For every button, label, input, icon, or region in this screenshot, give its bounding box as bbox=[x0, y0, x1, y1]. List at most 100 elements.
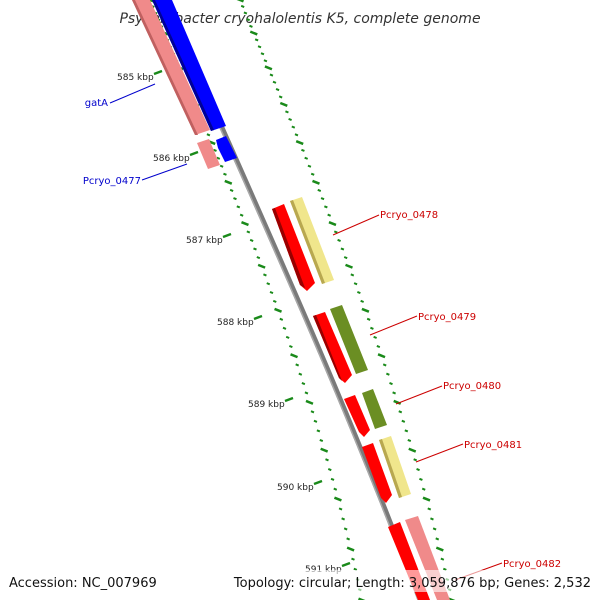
minor-tick bbox=[253, 247, 257, 251]
minor-tick bbox=[357, 291, 361, 295]
kbp-major-tick bbox=[222, 232, 232, 239]
minor-tick bbox=[263, 59, 268, 63]
kbp-major-tick bbox=[189, 150, 199, 157]
cds-Pcryo_0481-yellow-shadow bbox=[379, 439, 402, 498]
minor-tick bbox=[233, 197, 237, 201]
minor-tick bbox=[282, 326, 287, 330]
minor-tick bbox=[337, 238, 341, 242]
major-tick bbox=[295, 140, 304, 146]
minor-tick bbox=[316, 429, 321, 433]
minor-tick bbox=[246, 18, 251, 22]
minor-tick bbox=[442, 567, 447, 571]
cds-gatA-blue[interactable] bbox=[152, 0, 226, 131]
gene-label-Pcryo_0480[interactable]: Pcryo_0480 bbox=[395, 381, 501, 405]
minor-tick bbox=[294, 133, 299, 137]
minor-tick bbox=[407, 438, 412, 443]
minor-tick bbox=[343, 256, 348, 260]
minor-tick bbox=[325, 458, 329, 462]
minor-tick bbox=[401, 419, 406, 423]
minor-tick bbox=[385, 372, 390, 376]
kbp-major-tick bbox=[313, 479, 323, 486]
minor-tick bbox=[216, 156, 221, 160]
minor-tick bbox=[285, 110, 289, 114]
minor-tick bbox=[382, 363, 387, 367]
feature-Pcryo_0479[interactable] bbox=[313, 305, 368, 383]
minor-tick bbox=[341, 517, 346, 521]
minor-tick bbox=[338, 507, 343, 511]
major-tick bbox=[257, 263, 266, 269]
gene-label-Pcryo_0479[interactable]: Pcryo_0479 bbox=[369, 312, 476, 336]
minor-tick bbox=[304, 391, 309, 395]
minor-tick bbox=[343, 527, 348, 531]
cds-Pcryo_0479-red[interactable] bbox=[313, 312, 352, 383]
minor-tick bbox=[307, 164, 312, 168]
feature-Pcryo_0480[interactable] bbox=[344, 389, 387, 437]
minor-tick bbox=[301, 148, 305, 152]
minor-tick bbox=[310, 172, 315, 176]
feature-Pcryo_0478[interactable] bbox=[272, 197, 334, 291]
major-tick bbox=[448, 597, 456, 600]
gene-label-Pcryo_0477[interactable]: Pcryo_0477 bbox=[83, 163, 188, 187]
footer-backdrop bbox=[260, 570, 600, 592]
feature-Pcryo_0481[interactable] bbox=[362, 436, 411, 503]
minor-tick bbox=[416, 468, 420, 472]
major-tick bbox=[393, 399, 402, 405]
gene-name: Pcryo_0478 bbox=[380, 210, 438, 221]
minor-tick bbox=[285, 335, 290, 339]
cds-Pcryo_0478-red[interactable] bbox=[272, 204, 315, 291]
feature-gatA[interactable] bbox=[132, 0, 226, 135]
minor-tick bbox=[419, 477, 423, 481]
major-tick bbox=[361, 307, 370, 313]
leader-line bbox=[109, 83, 156, 104]
accession-text: Accession: NC_007969 bbox=[9, 576, 157, 591]
minor-tick bbox=[229, 188, 234, 192]
minor-tick bbox=[304, 156, 309, 160]
minor-tick bbox=[389, 382, 393, 386]
map-title: Psychrobacter cryohalolentis K5, complet… bbox=[119, 11, 480, 27]
kbp-major-tick bbox=[253, 314, 263, 321]
major-tick bbox=[241, 220, 249, 227]
major-tick bbox=[435, 546, 444, 552]
cds-Pcryo_0478-red-shadow bbox=[272, 208, 305, 288]
minor-tick bbox=[249, 238, 254, 242]
gene-name: Pcryo_0477 bbox=[83, 176, 141, 187]
cds-Pcryo_0479-olive bbox=[330, 305, 368, 374]
major-tick bbox=[346, 546, 355, 552]
cds-Pcryo_0478-yellow-shadow bbox=[290, 200, 325, 284]
minor-tick bbox=[398, 410, 403, 414]
cds-Pcryo_0478-yellow bbox=[290, 197, 334, 284]
feature-Pcryo_0477[interactable] bbox=[197, 136, 237, 169]
minor-tick bbox=[351, 557, 355, 561]
major-tick bbox=[358, 597, 366, 600]
major-tick bbox=[224, 179, 233, 185]
minor-tick bbox=[239, 213, 244, 217]
minor-tick bbox=[317, 188, 322, 192]
major-tick bbox=[408, 447, 417, 453]
gene-label-Pcryo_0481[interactable]: Pcryo_0481 bbox=[415, 440, 522, 463]
minor-tick bbox=[288, 117, 292, 122]
major-tick bbox=[236, 0, 244, 3]
gene-label-gatA[interactable]: gatA bbox=[85, 83, 156, 109]
minor-tick bbox=[254, 38, 259, 42]
major-tick bbox=[146, 0, 154, 3]
cds-Pcryo_0477-blue[interactable] bbox=[216, 136, 237, 162]
minor-tick bbox=[427, 507, 432, 511]
cds-Pcryo_0477-pink bbox=[197, 139, 220, 169]
gene-name: Pcryo_0482 bbox=[503, 559, 561, 570]
gene-label-Pcryo_0478[interactable]: Pcryo_0478 bbox=[332, 210, 438, 236]
major-tick bbox=[279, 101, 288, 107]
minor-tick bbox=[279, 317, 284, 321]
kbp-label: 588 kbp bbox=[217, 318, 254, 328]
major-tick bbox=[290, 353, 299, 359]
cds-Pcryo_0480-red[interactable] bbox=[344, 395, 370, 437]
minor-tick bbox=[256, 256, 261, 260]
cds-gatA-pink bbox=[132, 0, 210, 135]
minor-tick bbox=[350, 273, 355, 277]
minor-tick bbox=[310, 410, 315, 414]
minor-tick bbox=[206, 133, 211, 137]
cds-Pcryo_0481-red[interactable] bbox=[362, 443, 392, 503]
kbp-label: 590 kbp bbox=[277, 483, 314, 493]
cds-Pcryo_0479-red-shadow bbox=[313, 315, 342, 381]
minor-tick bbox=[249, 24, 253, 28]
